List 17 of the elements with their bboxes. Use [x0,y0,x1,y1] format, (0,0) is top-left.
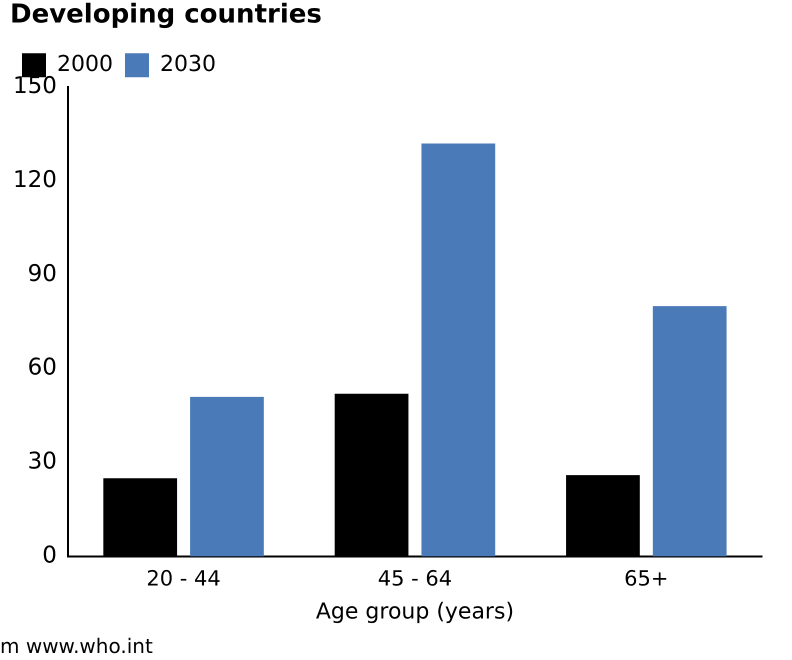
y-tick-label: 150 [12,73,57,100]
y-tick-label: 60 [28,354,57,381]
bar [190,396,264,556]
x-tick-label: 20 - 44 [146,566,221,590]
legend-label: 2030 [160,52,216,77]
y-tick-label: 0 [42,542,57,568]
text: m www.who.int [0,634,153,658]
chart-title: Developing countries [10,0,322,30]
x-tick-label: 45 - 64 [378,566,452,590]
bar [652,306,727,556]
x-tick-label: 65+ [624,566,668,590]
bar [421,144,496,556]
x-axis-title: Age group (years) [316,600,514,625]
y-tick-label: 30 [28,448,57,475]
y-tick-label: 90 [28,260,57,287]
y-tick-label: 120 [12,167,57,194]
legend-label: 2000 [57,52,113,77]
